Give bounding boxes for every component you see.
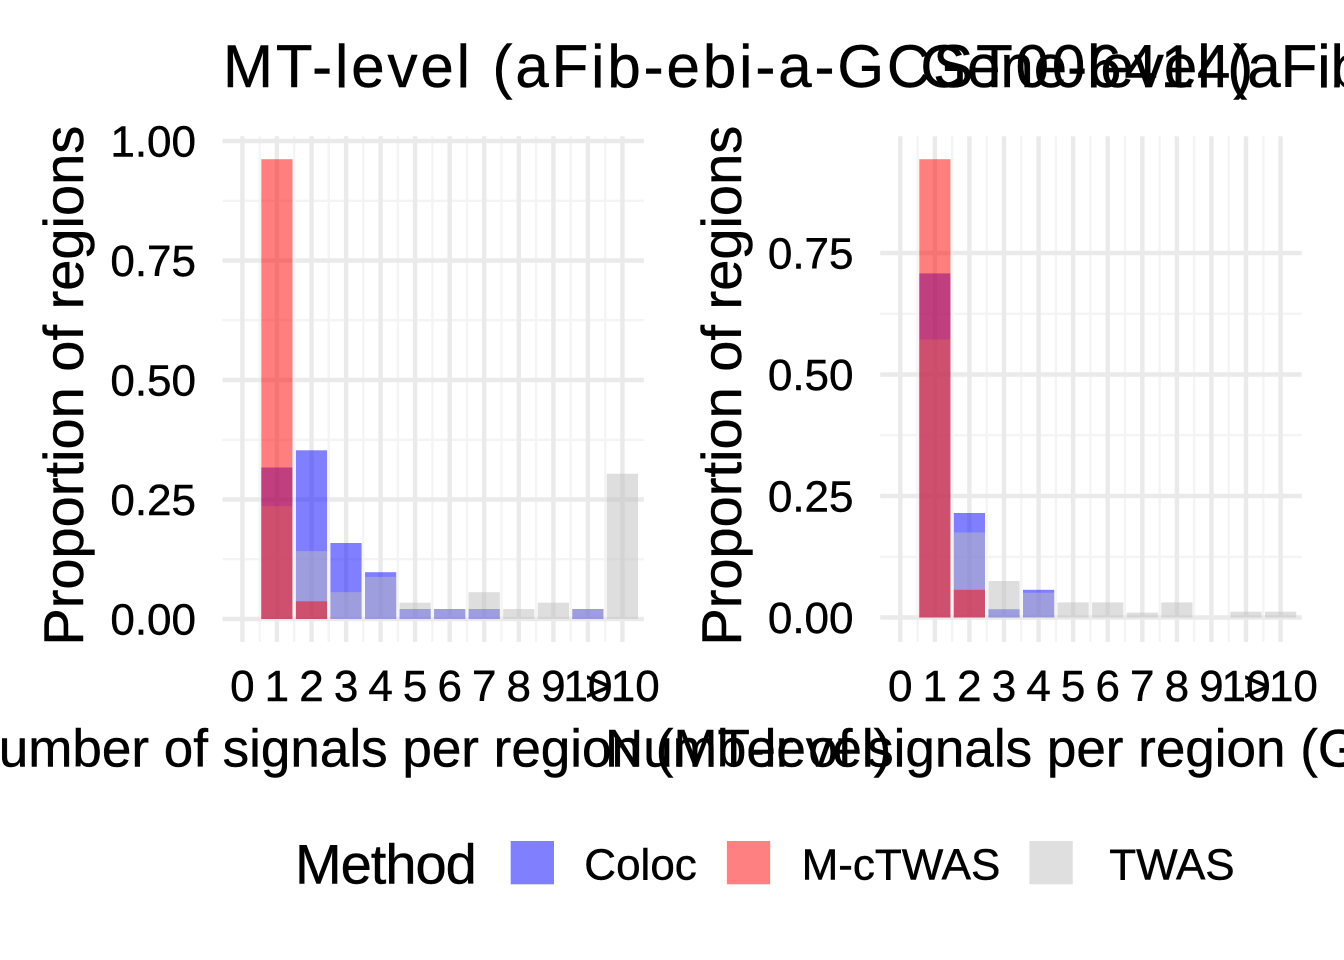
svg-text:9: 9	[1199, 662, 1223, 711]
svg-text:Number of signals per region (: Number of signals per region (Gene-level…	[605, 720, 1344, 779]
svg-text:5: 5	[403, 662, 427, 711]
svg-text:3: 3	[334, 662, 358, 711]
svg-text:5: 5	[1061, 662, 1085, 711]
svg-text:7: 7	[1130, 662, 1154, 711]
svg-text:Number of signals per region (: Number of signals per region (MT-level)	[0, 720, 891, 779]
svg-text:0.75: 0.75	[768, 230, 854, 279]
svg-text:Coloc: Coloc	[584, 840, 697, 889]
svg-text:0: 0	[230, 662, 254, 711]
svg-text:MT-level (aFib-ebi-a-GCST00641: MT-level (aFib-ebi-a-GCST006414)	[223, 33, 1256, 100]
svg-text:0.50: 0.50	[110, 357, 196, 406]
svg-text:2: 2	[299, 662, 323, 711]
svg-text:9: 9	[541, 662, 565, 711]
svg-text:Proportion of regions: Proportion of regions	[32, 126, 95, 646]
svg-text:6: 6	[437, 662, 461, 711]
svg-text:0.25: 0.25	[110, 476, 196, 525]
svg-text:Gene-level (aFib-ebi-a-GCST006: Gene-level (aFib-ebi-a-GCST006414)	[920, 33, 1344, 100]
svg-text:1.00: 1.00	[110, 118, 196, 167]
svg-text:0.75: 0.75	[110, 237, 196, 286]
svg-text:1: 1	[265, 662, 289, 711]
svg-text:8: 8	[507, 662, 531, 711]
svg-text:4: 4	[1026, 662, 1050, 711]
svg-text:Method: Method	[295, 833, 476, 896]
svg-text:TWAS: TWAS	[1109, 840, 1234, 889]
svg-text:0: 0	[888, 662, 912, 711]
svg-text:10: 10	[1222, 662, 1271, 711]
svg-text:10: 10	[563, 662, 612, 711]
svg-text:M-cTWAS: M-cTWAS	[802, 840, 1001, 889]
svg-text:7: 7	[472, 662, 496, 711]
svg-text:3: 3	[992, 662, 1016, 711]
svg-text:8: 8	[1165, 662, 1189, 711]
svg-text:0.00: 0.00	[768, 594, 854, 643]
svg-text:0.25: 0.25	[768, 473, 854, 522]
svg-text:0.50: 0.50	[768, 351, 854, 400]
svg-text:2: 2	[957, 662, 981, 711]
svg-text:4: 4	[368, 662, 392, 711]
svg-text:>10: >10	[1243, 662, 1318, 711]
svg-text:>10: >10	[585, 662, 660, 711]
svg-text:6: 6	[1095, 662, 1119, 711]
svg-text:0.00: 0.00	[110, 596, 196, 645]
svg-text:1: 1	[923, 662, 947, 711]
svg-text:Proportion of regions: Proportion of regions	[690, 126, 753, 646]
